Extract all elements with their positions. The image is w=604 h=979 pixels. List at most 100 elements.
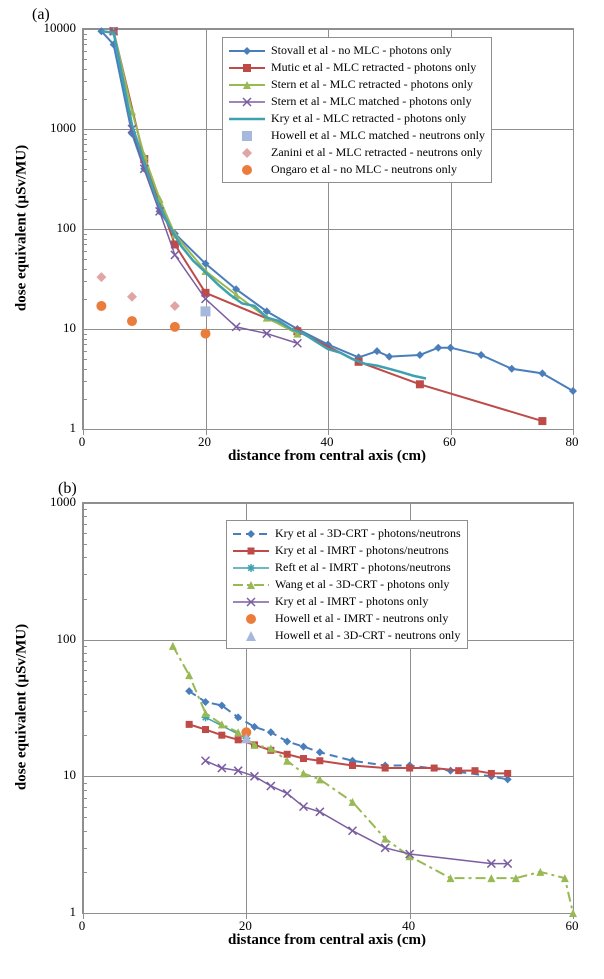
legend-label-stern_retracted: Stern et al - MLC retracted - photons on… [271, 76, 473, 93]
series-kry_imrt_pn-marker [488, 770, 495, 777]
series-kry_imrt_pn-marker [235, 736, 242, 743]
chart-a-ylabel: dose equivalent (µSv/MU) [14, 145, 31, 311]
series-stovall-marker [447, 344, 455, 352]
ytick-label: 1 [70, 904, 77, 920]
xtick-label: 80 [566, 434, 579, 450]
series-kry_imrt_p-marker [316, 808, 324, 816]
series-kry_3dcrt-marker [251, 723, 259, 731]
legend-item-zanini: Zanini et al - MLC retracted - neutrons … [229, 144, 485, 161]
series-kry_imrt_pn-marker [186, 721, 193, 728]
series-ongaro-marker [96, 301, 106, 311]
xtick-label: 0 [79, 434, 86, 450]
chart-b-ylabel: dose equivalent (µSv/MU) [14, 624, 31, 790]
series-kry_imrt_pn-marker [406, 765, 413, 772]
series-stovall-marker [434, 344, 442, 352]
legend-label-stovall: Stovall et al - no MLC - photons only [271, 42, 452, 59]
xtick-label: 20 [239, 918, 252, 934]
series-kry_imrt_pn-marker [504, 770, 511, 777]
legend-item-kry_imrt_p: Kry et al - IMRT - photons only [233, 593, 461, 610]
ytick-label: 1 [70, 420, 77, 436]
series-wang_3dcrt-marker [487, 874, 495, 882]
legend-label-howell_3dcrt: Howell et al - 3D-CRT - neutrons only [275, 627, 460, 644]
series-mutic-marker [416, 380, 424, 388]
series-wang_3dcrt-marker [169, 642, 177, 650]
series-kry_imrt_pn-marker [472, 767, 479, 774]
series-ongaro-marker [170, 322, 180, 332]
legend-marker-howell_imrt [233, 612, 269, 626]
xtick-label: 0 [79, 918, 86, 934]
chart-a-xlabel: distance from central axis (cm) [82, 448, 572, 465]
legend-item-reft_imrt: Reft et al - IMRT - photons/neutrons [233, 559, 461, 576]
legend-marker-mutic [229, 61, 265, 75]
series-kry_imrt_pn-marker [349, 762, 356, 769]
legend-marker-reft_imrt [233, 561, 269, 575]
series-kry_3dcrt-marker [316, 748, 324, 756]
legend-item-kry_imrt_pn: Kry et al - IMRT - photons/neutrons [233, 542, 461, 559]
series-stovall-marker [477, 351, 485, 359]
legend-item-howell: Howell et al - MLC matched - neutrons on… [229, 127, 485, 144]
legend-item-howell_3dcrt: Howell et al - 3D-CRT - neutrons only [233, 627, 461, 644]
series-stern_matched-marker [171, 251, 179, 259]
legend-marker-wang_3dcrt [233, 578, 269, 592]
series-kry_imrt_pn-marker [455, 767, 462, 774]
ytick-label: 100 [57, 220, 77, 236]
series-stovall-marker [416, 351, 424, 359]
series-howell-marker [201, 306, 211, 316]
legend-label-kry_imrt_p: Kry et al - IMRT - photons only [275, 593, 428, 610]
series-kry_imrt_p-marker [202, 757, 210, 765]
series-kry_imrt_p-marker [283, 789, 291, 797]
series-kry_imrt_pn-marker [218, 732, 225, 739]
legend-marker-kry_3dcrt [233, 527, 269, 541]
series-wang_3dcrt-marker [349, 798, 357, 806]
legend-label-kry_3dcrt: Kry et al - 3D-CRT - photons/neutrons [275, 525, 461, 542]
ytick-label: 1000 [50, 494, 76, 510]
xtick-label: 40 [402, 918, 415, 934]
gridline-h [83, 913, 573, 914]
legend-label-kry_imrt_pn: Kry et al - IMRT - photons/neutrons [275, 542, 449, 559]
xtick-label: 60 [443, 434, 456, 450]
series-kry_3dcrt-marker [283, 737, 291, 745]
ytick-label: 10 [63, 320, 76, 336]
series-kry_imrt_pn-marker [316, 757, 323, 764]
series-kry_imrt_pn-marker [300, 755, 307, 762]
legend-item-ongaro: Ongaro et al - no MLC - neutrons only [229, 161, 485, 178]
series-kry_imrt_p-marker [349, 827, 357, 835]
series-zanini-marker [170, 301, 180, 311]
legend-label-stern_matched: Stern et al - MLC matched - photons only [271, 93, 472, 110]
series-kry_imrt_pn-marker [382, 765, 389, 772]
legend-marker-ongaro [229, 163, 265, 177]
panel_a-legend: Stovall et al - no MLC - photons onlyMut… [222, 37, 492, 183]
legend-item-stovall: Stovall et al - no MLC - photons only [229, 42, 485, 59]
series-stovall-marker [538, 369, 546, 377]
xtick-label: 20 [198, 434, 211, 450]
legend-label-zanini: Zanini et al - MLC retracted - neutrons … [271, 144, 482, 161]
series-kry_3dcrt-marker [300, 743, 308, 751]
legend-label-reft_imrt: Reft et al - IMRT - photons/neutrons [275, 559, 451, 576]
legend-marker-kry_retracted [229, 112, 265, 126]
legend-item-kry_retracted: Kry et al - MLC retracted - photons only [229, 110, 485, 127]
series-wang_3dcrt-line [173, 646, 573, 913]
ytick-label: 100 [57, 631, 77, 647]
series-stovall-marker [373, 347, 381, 355]
xtick-label: 40 [321, 434, 334, 450]
ytick-label: 10000 [44, 20, 77, 36]
legend-label-mutic: Mutic et al - MLC retracted - photons on… [271, 59, 476, 76]
ytick-label: 10 [63, 767, 76, 783]
gridline-v [573, 503, 574, 913]
chart-b-xlabel: distance from central axis (cm) [82, 932, 572, 949]
series-ongaro-marker [127, 316, 137, 326]
series-wang_3dcrt-marker [283, 757, 291, 765]
legend-label-kry_retracted: Kry et al - MLC retracted - photons only [271, 110, 466, 127]
panel_b-legend: Kry et al - 3D-CRT - photons/neutronsKry… [226, 520, 468, 649]
series-wang_3dcrt-marker [316, 775, 324, 783]
series-kry_imrt_pn-marker [202, 726, 209, 733]
series-wang_3dcrt-marker [202, 709, 210, 717]
ytick-label: 1000 [50, 120, 76, 136]
legend-label-howell_imrt: Howell et al - IMRT - neutrons only [275, 610, 448, 627]
series-wang_3dcrt-marker [381, 835, 389, 843]
legend-marker-kry_imrt_pn [233, 544, 269, 558]
legend-marker-howell [229, 129, 265, 143]
gridline-v [573, 29, 574, 429]
legend-marker-stern_matched [229, 95, 265, 109]
series-stovall-marker [385, 353, 393, 361]
